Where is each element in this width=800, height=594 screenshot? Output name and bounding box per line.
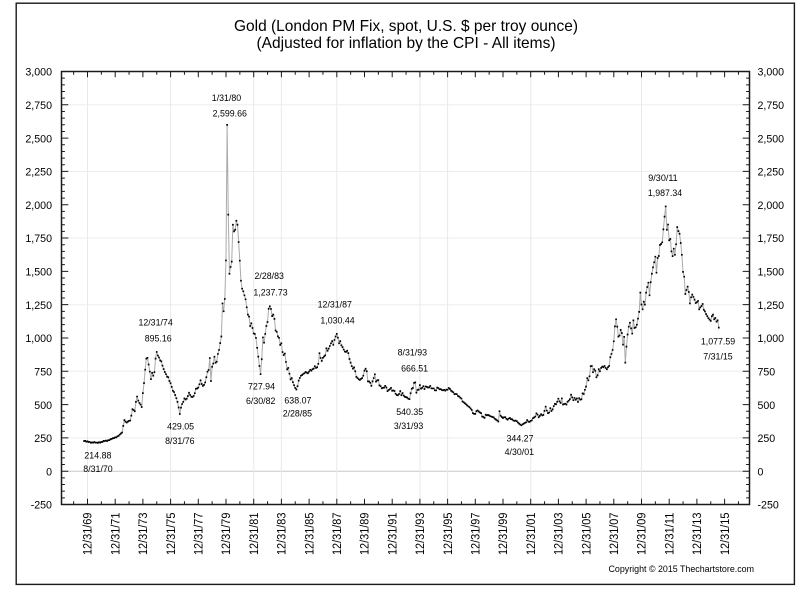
svg-text:500: 500: [758, 400, 776, 412]
svg-text:6/30/82: 6/30/82: [246, 396, 275, 406]
svg-text:1,750: 1,750: [25, 233, 52, 245]
svg-text:12/31/75: 12/31/75: [164, 513, 178, 555]
svg-text:12/31/03: 12/31/03: [552, 513, 566, 555]
svg-text:9/30/11: 9/30/11: [648, 173, 677, 183]
svg-text:3,000: 3,000: [758, 67, 785, 79]
svg-text:2,250: 2,250: [25, 167, 52, 179]
svg-text:12/31/69: 12/31/69: [81, 513, 95, 555]
svg-text:12/31/13: 12/31/13: [690, 513, 704, 555]
svg-text:2,000: 2,000: [758, 200, 785, 212]
svg-text:-250: -250: [31, 500, 52, 512]
svg-text:250: 250: [758, 433, 776, 445]
svg-text:-250: -250: [758, 500, 779, 512]
svg-text:1,030.44: 1,030.44: [320, 315, 354, 325]
svg-text:500: 500: [34, 400, 52, 412]
svg-text:540.35: 540.35: [396, 407, 423, 417]
svg-text:12/31/87: 12/31/87: [318, 300, 352, 310]
svg-text:1,000: 1,000: [758, 333, 785, 345]
svg-text:12/31/81: 12/31/81: [247, 513, 261, 555]
svg-text:12/31/85: 12/31/85: [302, 513, 316, 555]
svg-text:12/31/87: 12/31/87: [330, 513, 344, 555]
svg-text:8/31/76: 8/31/76: [165, 436, 194, 446]
svg-text:2,599.66: 2,599.66: [213, 108, 247, 118]
svg-text:3,000: 3,000: [25, 67, 52, 79]
svg-text:12/31/11: 12/31/11: [662, 513, 676, 555]
svg-text:3/31/93: 3/31/93: [394, 421, 423, 431]
svg-text:2,250: 2,250: [758, 167, 785, 179]
svg-text:7/31/15: 7/31/15: [703, 351, 732, 361]
svg-text:1,987.34: 1,987.34: [648, 188, 682, 198]
svg-text:8/31/70: 8/31/70: [83, 464, 112, 474]
svg-text:12/31/15: 12/31/15: [718, 513, 732, 555]
svg-text:429.05: 429.05: [167, 422, 194, 432]
svg-text:1,077.59: 1,077.59: [701, 336, 735, 346]
svg-text:12/31/73: 12/31/73: [136, 513, 150, 555]
svg-text:2,750: 2,750: [25, 100, 52, 112]
svg-text:Gold (London PM Fix, spot, U.S: Gold (London PM Fix, spot, U.S. $ per tr…: [234, 18, 578, 35]
svg-text:1,500: 1,500: [758, 267, 785, 279]
svg-text:12/31/74: 12/31/74: [138, 318, 172, 328]
svg-text:Copyright © 2015 Thechartstore: Copyright © 2015 Thechartstore.com: [609, 564, 755, 574]
svg-text:727.94: 727.94: [248, 382, 275, 392]
svg-text:12/31/01: 12/31/01: [524, 513, 538, 555]
svg-text:12/31/79: 12/31/79: [219, 513, 233, 555]
svg-text:12/31/93: 12/31/93: [413, 513, 427, 555]
svg-text:214.88: 214.88: [84, 451, 111, 461]
svg-text:12/31/99: 12/31/99: [496, 513, 510, 555]
svg-text:2,000: 2,000: [25, 200, 52, 212]
svg-text:1,250: 1,250: [25, 300, 52, 312]
svg-text:0: 0: [758, 466, 764, 478]
svg-text:12/31/95: 12/31/95: [441, 513, 455, 555]
svg-text:638.07: 638.07: [284, 395, 311, 405]
svg-text:1,237.73: 1,237.73: [253, 287, 287, 297]
svg-text:2/28/83: 2/28/83: [255, 271, 284, 281]
svg-text:12/31/83: 12/31/83: [275, 513, 289, 555]
svg-text:12/31/07: 12/31/07: [607, 513, 621, 555]
svg-text:4/30/01: 4/30/01: [505, 447, 534, 457]
svg-text:2,500: 2,500: [758, 133, 785, 145]
svg-text:2/28/85: 2/28/85: [283, 409, 312, 419]
svg-text:750: 750: [34, 367, 52, 379]
svg-text:12/31/89: 12/31/89: [358, 513, 372, 555]
svg-text:12/31/77: 12/31/77: [192, 513, 206, 555]
svg-text:2,750: 2,750: [758, 100, 785, 112]
svg-text:0: 0: [46, 466, 52, 478]
svg-text:1/31/80: 1/31/80: [212, 93, 241, 103]
svg-text:250: 250: [34, 433, 52, 445]
svg-text:1,750: 1,750: [758, 233, 785, 245]
svg-text:750: 750: [758, 367, 776, 379]
svg-text:12/31/91: 12/31/91: [385, 513, 399, 555]
svg-text:8/31/93: 8/31/93: [398, 348, 427, 358]
svg-text:2,500: 2,500: [25, 133, 52, 145]
svg-text:1,250: 1,250: [758, 300, 785, 312]
svg-text:(Adjusted for inflation by the: (Adjusted for inflation by the CPI - All…: [257, 35, 556, 52]
svg-text:344.27: 344.27: [507, 434, 534, 444]
svg-text:895.16: 895.16: [145, 334, 172, 344]
svg-text:12/31/71: 12/31/71: [108, 513, 122, 555]
svg-text:666.51: 666.51: [401, 364, 428, 374]
svg-text:12/31/97: 12/31/97: [469, 513, 483, 555]
svg-text:12/31/05: 12/31/05: [579, 513, 593, 555]
svg-text:12/31/09: 12/31/09: [635, 513, 649, 555]
svg-text:1,000: 1,000: [25, 333, 52, 345]
svg-text:1,500: 1,500: [25, 267, 52, 279]
